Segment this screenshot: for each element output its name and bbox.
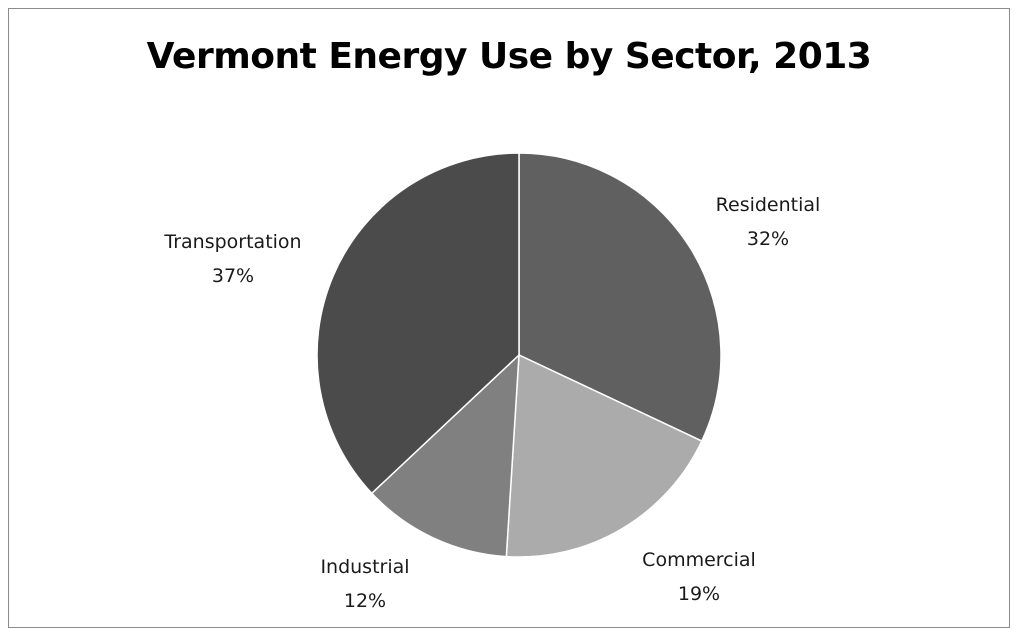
slice-value-residential: 32% [747,228,789,250]
slice-label-commercial: Commercial [642,549,756,571]
slice-label-industrial: Industrial [320,556,409,578]
slice-label-residential: Residential [716,194,821,216]
slice-value-commercial: 19% [678,583,720,605]
pie-slice-transportation [316,152,520,495]
pie-chart: Residential 32% Commercial 19% Industrial 12%… [163,152,820,612]
slice-value-transportation: 37% [212,265,254,287]
chart-title: Vermont Energy Use by Sector, 2013 [146,36,872,77]
pie-slice-residential [518,152,722,443]
pie-slice-industrial [370,353,520,558]
slice-label-transportation: Transportation [163,231,301,253]
slice-labels: Residential 32% Commercial 19% Industrial 12%… [163,194,820,612]
slice-value-industrial: 12% [344,590,386,612]
pie-slice-commercial [505,353,703,558]
pie-slices [316,152,722,558]
